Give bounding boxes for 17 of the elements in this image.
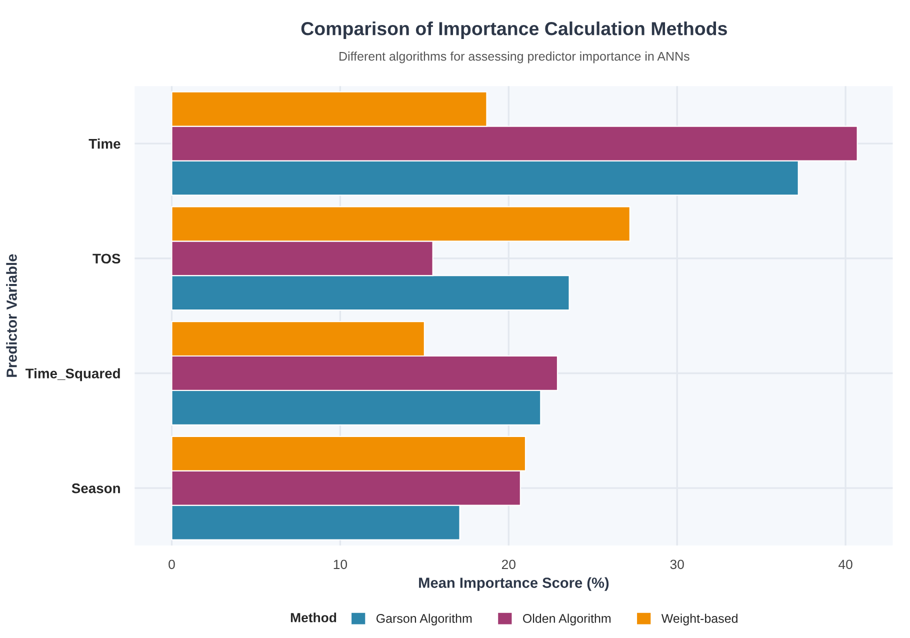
x-tick-label: 0 [168,560,175,570]
legend-label: Olden Algorithm [523,614,611,626]
x-tick-label: 30 [670,560,684,570]
x-tick-label: 10 [334,560,348,570]
chart-title: Comparison of Importance Calculation Methods [301,22,727,39]
legend-label: Weight-based [661,614,738,626]
y-tick-label: TOS [92,254,120,264]
x-axis-title: Mean Importance Score (%) [419,577,609,591]
y-axis-title: Predictor Variable [6,254,17,377]
x-tick-label: 20 [502,560,516,570]
y-tick-label: Season [72,483,120,494]
legend-label: Garson Algorithm [376,614,472,626]
chart-subtitle: Different algorithms for assessing predictor importance in ANNs [340,52,690,64]
legend-title: Method [290,612,336,622]
x-tick-label: 40 [838,560,852,570]
y-tick-label: Time [88,138,120,149]
y-tick-label: Time_Squared [25,368,120,382]
